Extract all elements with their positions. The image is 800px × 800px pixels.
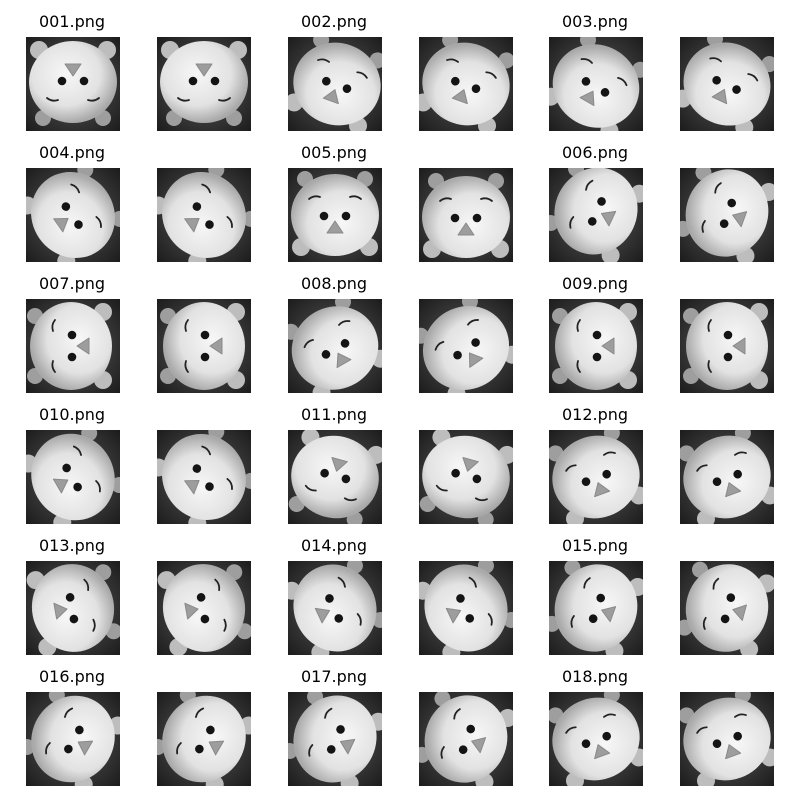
image-tile-original <box>26 168 120 262</box>
image-tile-variant <box>157 561 251 655</box>
image-tile-variant <box>419 692 513 786</box>
image-tile-original <box>26 37 120 131</box>
image-tile-original <box>549 299 643 393</box>
image-tile-variant <box>419 299 513 393</box>
image-filename-label: 010.png <box>39 405 106 424</box>
image-filename-label: 005.png <box>301 143 368 162</box>
image-filename-label: 017.png <box>301 667 368 686</box>
image-tile-original <box>26 561 120 655</box>
image-filename-label: 013.png <box>39 536 106 555</box>
image-filename-label: 011.png <box>301 405 368 424</box>
image-tile-original <box>549 37 643 131</box>
image-filename-label: 012.png <box>562 405 629 424</box>
image-filename-label: 002.png <box>301 12 368 31</box>
image-tile-original <box>288 692 382 786</box>
image-filename-label: 015.png <box>562 536 629 555</box>
image-tile-original <box>549 692 643 786</box>
image-filename-label: 006.png <box>562 143 629 162</box>
image-filename-label: 018.png <box>562 667 629 686</box>
image-filename-label: 004.png <box>39 143 106 162</box>
image-filename-label: 007.png <box>39 274 106 293</box>
image-filename-label: 009.png <box>562 274 629 293</box>
image-tile-variant <box>419 430 513 524</box>
image-filename-label: 014.png <box>301 536 368 555</box>
image-tile-variant <box>419 37 513 131</box>
image-tile-original <box>26 692 120 786</box>
image-tile-original <box>288 299 382 393</box>
image-filename-label: 001.png <box>39 12 106 31</box>
image-tile-original <box>549 430 643 524</box>
image-tile-original <box>26 299 120 393</box>
image-tile-original <box>288 561 382 655</box>
image-tile-variant <box>419 561 513 655</box>
image-tile-variant <box>157 168 251 262</box>
image-tile-variant <box>680 37 774 131</box>
image-tile-original <box>288 37 382 131</box>
image-tile-original <box>26 430 120 524</box>
image-tile-original <box>288 168 382 262</box>
image-tile-variant <box>680 561 774 655</box>
image-filename-label: 016.png <box>39 667 106 686</box>
image-tile-variant <box>157 37 251 131</box>
image-tile-variant <box>157 430 251 524</box>
image-tile-original <box>549 561 643 655</box>
image-tile-variant <box>680 168 774 262</box>
image-tile-variant <box>419 168 513 262</box>
image-tile-variant <box>157 299 251 393</box>
image-tile-variant <box>680 430 774 524</box>
image-filename-label: 008.png <box>301 274 368 293</box>
image-tile-variant <box>680 299 774 393</box>
image-filename-label: 003.png <box>562 12 629 31</box>
image-tile-variant <box>157 692 251 786</box>
image-tile-variant <box>680 692 774 786</box>
image-tile-original <box>288 430 382 524</box>
image-tile-original <box>549 168 643 262</box>
